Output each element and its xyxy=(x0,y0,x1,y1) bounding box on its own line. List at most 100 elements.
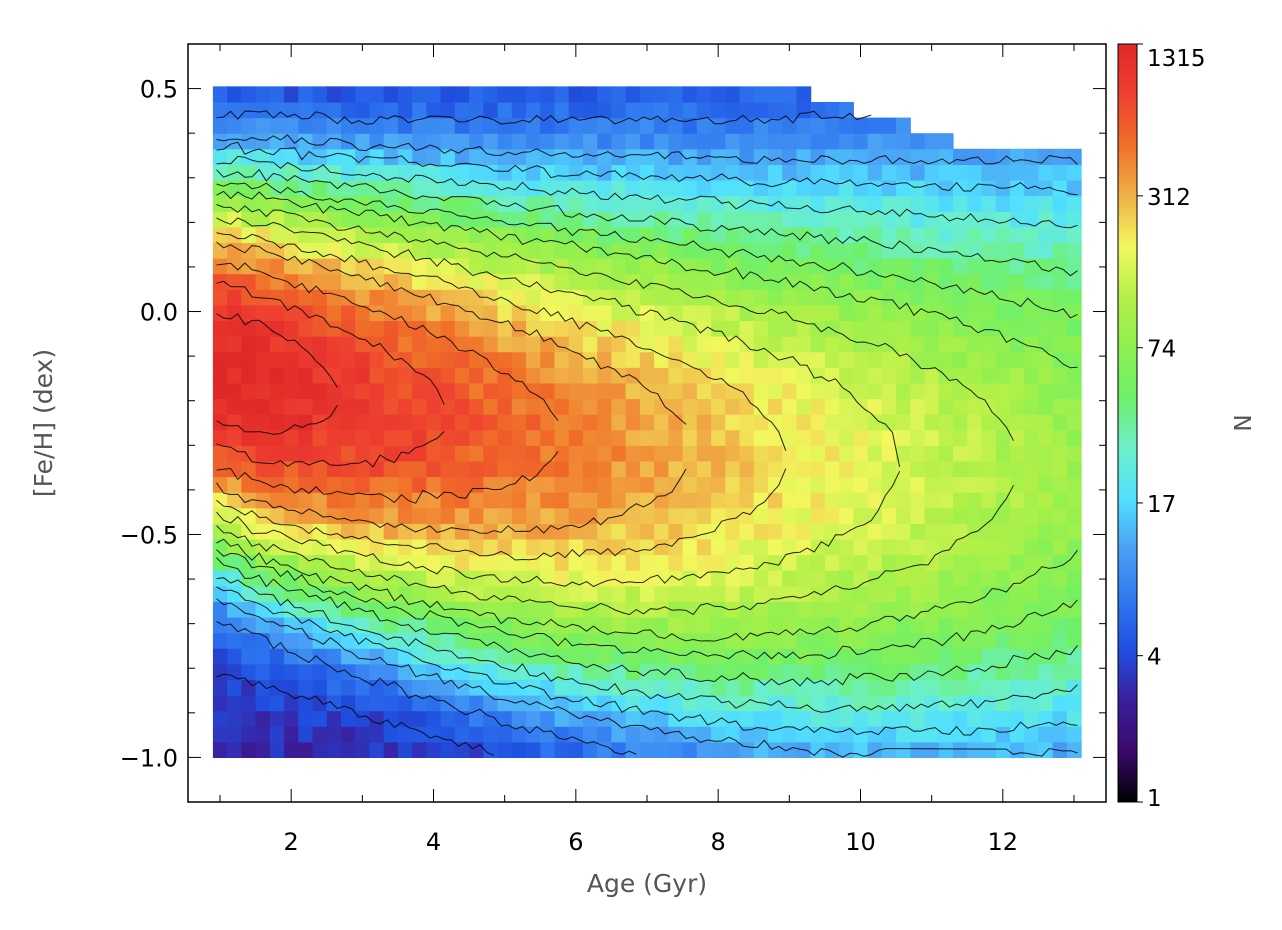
heatmap-cell xyxy=(853,616,869,634)
heatmap-cell xyxy=(341,336,356,353)
heatmap-cell xyxy=(867,226,883,244)
heatmap-cell xyxy=(369,101,385,119)
heatmap-cell xyxy=(341,554,356,571)
heatmap-cell xyxy=(483,741,499,759)
heatmap-cell xyxy=(554,601,570,618)
heatmap-cell xyxy=(810,304,826,322)
heatmap-cell xyxy=(341,273,356,290)
heatmap-cell xyxy=(896,538,911,556)
heatmap-cell xyxy=(326,101,342,119)
heatmap-cell xyxy=(326,741,342,759)
heatmap-cell xyxy=(981,585,997,602)
heatmap-cell xyxy=(910,195,926,212)
heatmap-cell xyxy=(1009,195,1025,212)
colorbar-tick-label: 4 xyxy=(1147,645,1162,671)
heatmap-cell xyxy=(739,133,755,150)
contour-line xyxy=(216,431,445,468)
heatmap-cell xyxy=(412,289,427,306)
heatmap-cell xyxy=(440,429,456,446)
heatmap-cell xyxy=(739,117,755,134)
heatmap-cell xyxy=(682,554,698,571)
heatmap-cell xyxy=(597,304,613,322)
heatmap-cell xyxy=(810,616,826,634)
heatmap-cell xyxy=(269,320,285,337)
heatmap-cell xyxy=(369,726,385,743)
heatmap-cell xyxy=(582,86,598,103)
heatmap-cell xyxy=(241,492,257,509)
heatmap-cell xyxy=(511,148,527,165)
heatmap-cell xyxy=(269,398,285,415)
heatmap-cell xyxy=(511,492,527,509)
heatmap-cell xyxy=(568,179,584,197)
heatmap-cell xyxy=(1038,694,1054,712)
contour-line xyxy=(216,155,1078,229)
heatmap-cell xyxy=(1038,429,1054,446)
heatmap-cell xyxy=(241,648,257,665)
heatmap-cell xyxy=(369,133,385,150)
heatmap-cell xyxy=(896,273,911,290)
heatmap-cell xyxy=(412,523,427,540)
heatmap-cell xyxy=(967,398,983,415)
heatmap-cell xyxy=(796,648,812,665)
heatmap-cell xyxy=(839,304,854,322)
heatmap-cell xyxy=(526,445,541,462)
heatmap-cell xyxy=(554,148,570,165)
heatmap-cell xyxy=(255,601,271,618)
heatmap-cell xyxy=(881,148,897,165)
heatmap-cell xyxy=(981,648,997,665)
heatmap-cell xyxy=(412,382,427,400)
heatmap-cell xyxy=(696,382,712,400)
heatmap-cell xyxy=(896,429,911,446)
heatmap-cell xyxy=(753,460,769,478)
heatmap-cell xyxy=(511,585,527,602)
heatmap-cell xyxy=(625,382,641,400)
heatmap-cell xyxy=(312,663,328,680)
heatmap-cell xyxy=(867,601,883,618)
heatmap-cell xyxy=(739,663,755,680)
heatmap-cell xyxy=(397,398,413,415)
heatmap-cell xyxy=(454,492,470,509)
heatmap-cell xyxy=(696,164,712,181)
heatmap-cell xyxy=(526,601,541,618)
heatmap-cell xyxy=(682,86,698,103)
heatmap-cell xyxy=(867,133,883,150)
heatmap-cell xyxy=(881,538,897,556)
heatmap-cell xyxy=(910,585,926,602)
heatmap-cell xyxy=(1024,445,1039,462)
heatmap-cell xyxy=(938,632,954,649)
heatmap-cell xyxy=(412,320,427,337)
heatmap-cell xyxy=(269,414,285,431)
heatmap-cell xyxy=(582,304,598,322)
heatmap-cell xyxy=(326,726,342,743)
heatmap-cell xyxy=(839,648,854,665)
heatmap-cell xyxy=(540,663,556,680)
heatmap-cell xyxy=(511,351,527,368)
heatmap-cell xyxy=(554,492,570,509)
heatmap-cell xyxy=(426,648,442,665)
heatmap-cell xyxy=(284,117,299,134)
heatmap-cell xyxy=(284,741,299,759)
heatmap-cell xyxy=(454,320,470,337)
heatmap-cell xyxy=(497,601,513,618)
heatmap-cell xyxy=(255,616,271,634)
heatmap-cell xyxy=(326,351,342,368)
contour-line xyxy=(216,262,559,421)
heatmap-cell xyxy=(853,601,869,618)
contour-line xyxy=(216,141,1078,196)
heatmap-cell xyxy=(426,367,442,384)
heatmap-cell xyxy=(597,726,613,743)
heatmap-cell xyxy=(1024,679,1039,696)
heatmap-cell xyxy=(483,86,499,103)
heatmap-cell xyxy=(725,554,741,571)
heatmap-cell xyxy=(1052,476,1068,493)
contour-line xyxy=(216,598,1078,758)
heatmap-cell xyxy=(312,351,328,368)
heatmap-cell xyxy=(682,538,698,556)
heatmap-cell xyxy=(412,476,427,493)
heatmap-cell xyxy=(1052,616,1068,634)
heatmap-cell xyxy=(767,460,783,478)
heatmap-cell xyxy=(682,507,698,524)
heatmap-cell xyxy=(568,694,584,712)
heatmap-cell xyxy=(511,507,527,524)
heatmap-cell xyxy=(967,336,983,353)
